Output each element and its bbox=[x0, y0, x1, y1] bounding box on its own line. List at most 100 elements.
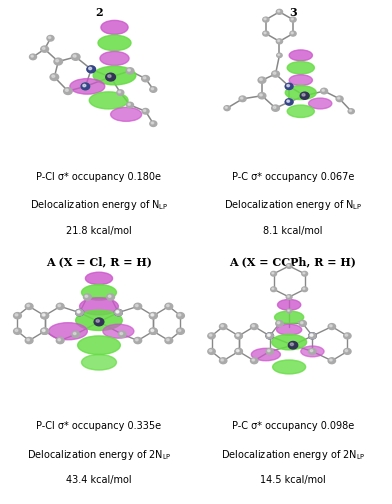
Circle shape bbox=[151, 314, 154, 316]
Text: A (X = CCPh, R = H): A (X = CCPh, R = H) bbox=[230, 257, 356, 268]
Circle shape bbox=[165, 303, 173, 309]
Ellipse shape bbox=[272, 334, 307, 350]
Circle shape bbox=[167, 339, 169, 341]
Circle shape bbox=[77, 311, 80, 313]
Circle shape bbox=[41, 312, 49, 319]
Circle shape bbox=[56, 303, 64, 309]
Circle shape bbox=[273, 72, 276, 74]
Circle shape bbox=[50, 74, 59, 81]
Circle shape bbox=[300, 92, 309, 99]
Circle shape bbox=[114, 309, 122, 316]
Circle shape bbox=[87, 66, 96, 73]
Circle shape bbox=[149, 328, 157, 334]
Circle shape bbox=[321, 88, 328, 94]
Ellipse shape bbox=[251, 348, 280, 361]
Circle shape bbox=[236, 334, 239, 336]
Text: 14.5 kcal/mol: 14.5 kcal/mol bbox=[260, 475, 326, 485]
Circle shape bbox=[108, 295, 111, 297]
Circle shape bbox=[151, 88, 154, 90]
Ellipse shape bbox=[301, 346, 324, 357]
Ellipse shape bbox=[89, 92, 128, 109]
Circle shape bbox=[143, 109, 146, 111]
Circle shape bbox=[267, 334, 270, 336]
Text: 8.1 kcal/mol: 8.1 kcal/mol bbox=[263, 226, 323, 236]
Circle shape bbox=[42, 329, 45, 332]
Circle shape bbox=[272, 71, 279, 77]
Circle shape bbox=[290, 31, 296, 36]
Circle shape bbox=[303, 288, 305, 289]
Circle shape bbox=[285, 99, 293, 105]
Circle shape bbox=[27, 304, 29, 306]
Circle shape bbox=[208, 348, 215, 354]
Circle shape bbox=[41, 328, 49, 334]
Circle shape bbox=[136, 304, 138, 306]
Circle shape bbox=[106, 73, 116, 81]
Circle shape bbox=[85, 295, 88, 297]
Circle shape bbox=[29, 54, 36, 59]
Circle shape bbox=[94, 318, 104, 326]
Circle shape bbox=[225, 107, 227, 108]
Circle shape bbox=[64, 88, 72, 94]
Circle shape bbox=[178, 329, 181, 332]
Circle shape bbox=[76, 309, 83, 316]
Circle shape bbox=[176, 328, 184, 334]
Circle shape bbox=[273, 106, 276, 108]
Circle shape bbox=[288, 310, 289, 311]
Circle shape bbox=[345, 350, 348, 352]
Circle shape bbox=[47, 35, 54, 41]
Circle shape bbox=[299, 321, 307, 327]
Circle shape bbox=[208, 333, 215, 339]
Circle shape bbox=[142, 108, 149, 114]
Circle shape bbox=[266, 333, 274, 339]
Circle shape bbox=[165, 338, 173, 344]
Circle shape bbox=[209, 350, 212, 352]
Circle shape bbox=[167, 304, 169, 306]
Circle shape bbox=[14, 312, 22, 319]
Ellipse shape bbox=[93, 66, 136, 85]
Circle shape bbox=[236, 334, 239, 336]
Text: A (X = Cl, R = H): A (X = Cl, R = H) bbox=[46, 257, 152, 268]
Circle shape bbox=[149, 312, 157, 319]
Text: 3: 3 bbox=[289, 7, 297, 18]
Circle shape bbox=[271, 287, 276, 292]
Circle shape bbox=[236, 350, 239, 352]
Circle shape bbox=[25, 338, 33, 344]
Circle shape bbox=[328, 358, 336, 364]
Circle shape bbox=[58, 339, 60, 341]
Circle shape bbox=[258, 77, 266, 83]
Circle shape bbox=[31, 55, 33, 57]
Circle shape bbox=[89, 67, 92, 70]
Circle shape bbox=[54, 58, 62, 65]
Circle shape bbox=[108, 75, 111, 78]
Circle shape bbox=[136, 339, 138, 341]
Ellipse shape bbox=[287, 105, 314, 117]
Circle shape bbox=[287, 85, 290, 87]
Circle shape bbox=[42, 329, 45, 332]
Circle shape bbox=[116, 311, 119, 313]
Circle shape bbox=[107, 294, 114, 300]
Circle shape bbox=[302, 94, 305, 96]
Circle shape bbox=[266, 333, 274, 339]
Circle shape bbox=[73, 55, 76, 57]
Circle shape bbox=[267, 334, 270, 336]
Circle shape bbox=[83, 84, 86, 87]
Circle shape bbox=[151, 122, 154, 124]
Circle shape bbox=[120, 333, 123, 335]
Circle shape bbox=[150, 121, 157, 127]
Circle shape bbox=[277, 322, 280, 324]
Circle shape bbox=[236, 350, 239, 352]
Text: P-Cl σ* occupancy 0.335e: P-Cl σ* occupancy 0.335e bbox=[36, 421, 162, 431]
Circle shape bbox=[14, 328, 22, 334]
Text: Delocalization energy of N$_{\mathregular{LP}}$: Delocalization energy of N$_{\mathregula… bbox=[30, 199, 168, 212]
Circle shape bbox=[151, 314, 154, 316]
Circle shape bbox=[278, 54, 280, 55]
Circle shape bbox=[128, 103, 131, 105]
Circle shape bbox=[118, 331, 126, 338]
Circle shape bbox=[263, 17, 269, 22]
Circle shape bbox=[15, 329, 18, 332]
Ellipse shape bbox=[287, 61, 314, 74]
Circle shape bbox=[344, 348, 351, 354]
Circle shape bbox=[291, 18, 293, 20]
Circle shape bbox=[41, 312, 49, 319]
Circle shape bbox=[89, 67, 92, 70]
